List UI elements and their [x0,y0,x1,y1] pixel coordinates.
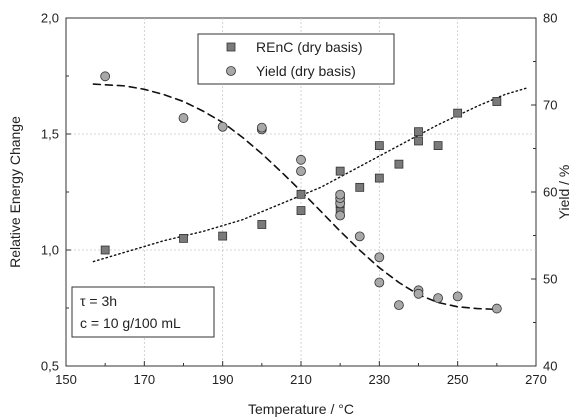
x-tick-label: 210 [290,372,312,387]
legend-label-renc: REnC (dry basis) [256,39,363,55]
yield-point [256,122,267,133]
left-tick-label: 2,0 [41,11,59,26]
renc-point [296,189,306,199]
x-axis-label: Temperature / °C [248,401,354,417]
renc-point [414,127,423,137]
right-tick-label: 50 [543,272,557,287]
legend: REnC (dry basis) Yield (dry basis) [197,33,395,85]
yield-point [491,303,502,314]
renc-point [335,166,345,176]
yield-point [296,154,306,165]
yield-point [335,189,346,200]
renc-point [374,173,384,183]
renc-fit-curve [92,86,529,263]
right-tick-label: 70 [543,98,557,113]
x-tick-label: 190 [212,372,234,387]
renc-point [257,220,267,229]
left-axis-label: Relative Energy Change [7,116,23,268]
renc-point [179,233,188,243]
right-tick-label: 60 [543,185,557,200]
left-tick-label: 1,5 [41,127,59,142]
x-axis-ticks: 150 170 190 210 230 250 270 [55,361,547,387]
renc-point [492,97,502,106]
yield-point [335,210,346,221]
annotation-line-2: c = 10 g/100 mL [80,315,181,331]
x-tick-label: 170 [133,372,155,387]
yield-point [354,231,365,242]
legend-marker-renc [226,42,236,52]
yield-point [374,277,385,288]
x-tick-label: 250 [447,372,469,387]
yield-point [296,166,306,177]
renc-point [414,136,423,146]
yield-point [374,252,385,263]
legend-label-yield: Yield (dry basis) [256,63,356,79]
renc-point [374,141,384,151]
legend-marker-yield [226,66,236,76]
yield-point [217,121,228,132]
renc-point [355,182,365,192]
yield-point [178,113,189,123]
renc-point [394,159,404,169]
renc-point [100,245,110,255]
left-tick-label: 0,5 [41,359,59,374]
renc-point [218,231,228,241]
renc-point [453,108,463,118]
right-axis-label: Yield / % [556,165,572,220]
left-tick-label: 1,0 [41,243,59,258]
data-points [100,71,502,314]
annotation-box [71,286,215,338]
yield-point [433,293,443,304]
yield-point [394,300,404,311]
x-tick-label: 150 [55,372,77,387]
annotation-line-1: τ = 3h [80,293,117,309]
yield-point [452,291,463,302]
yield-point [100,71,111,82]
right-axis-ticks: 40 50 60 70 80 [531,11,557,374]
x-tick-label: 230 [368,372,390,387]
left-axis-ticks: 0,5 1,0 1,5 2,0 [41,11,71,374]
renc-point [296,206,306,215]
renc-point [433,141,443,151]
right-tick-label: 40 [543,359,557,374]
conditions-annotation: τ = 3h c = 10 g/100 mL [71,286,215,338]
right-tick-label: 80 [543,11,557,26]
yield-point [413,288,424,299]
x-tick-label: 270 [525,372,547,387]
